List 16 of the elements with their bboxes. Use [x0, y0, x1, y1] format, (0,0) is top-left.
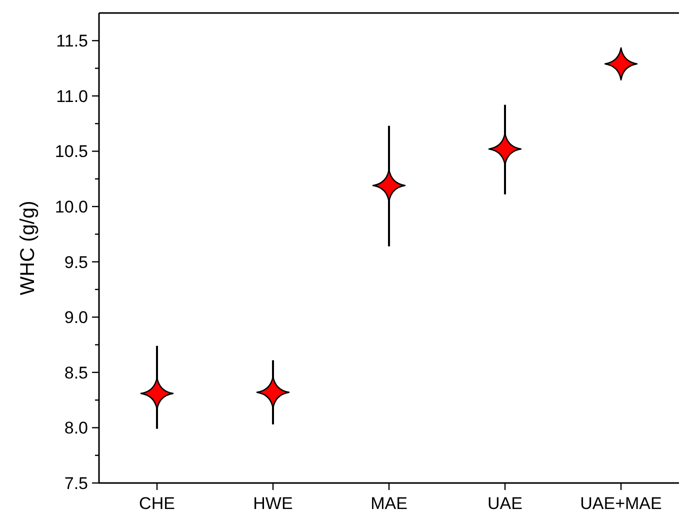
- x-tick-label: CHE: [139, 494, 175, 513]
- y-tick-label: 7.5: [64, 474, 88, 493]
- y-tick-label: 9.5: [64, 252, 88, 272]
- x-tick-label: UAE+MAE: [580, 494, 662, 513]
- y-tick-label: 8.0: [64, 418, 88, 438]
- y-axis-title: WHC (g/g): [17, 200, 39, 296]
- x-tick-label: MAE: [370, 494, 408, 513]
- y-tick-label: 10.0: [54, 197, 88, 216]
- point: [604, 47, 638, 81]
- y-tick-label: 8.5: [64, 363, 88, 382]
- y-tick-label: 9.0: [64, 308, 88, 328]
- y-tick-label: 11.0: [56, 86, 88, 106]
- y-tick-label: 10.5: [54, 142, 88, 162]
- x-tick-label: HWE: [253, 494, 293, 513]
- y-tick-label: 11.5: [56, 32, 88, 51]
- x-tick-label: UAE: [488, 494, 522, 513]
